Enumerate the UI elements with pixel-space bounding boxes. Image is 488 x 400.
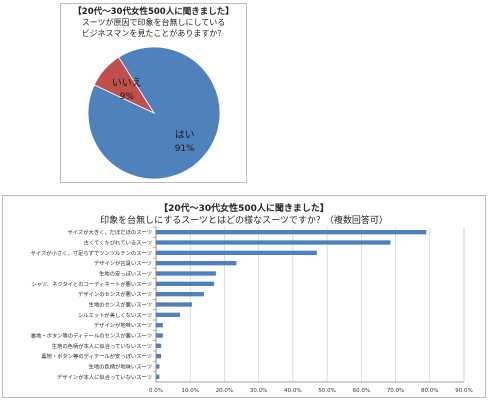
bar-chart-title: 【20代～30代女性500人に聞きました】 [159, 204, 329, 214]
bar-9 [156, 323, 163, 328]
bar-12 [156, 354, 162, 359]
x-tick-label-7: 70.0% [387, 388, 404, 394]
category-label-2: サイズが小さく、寸足らずでツンツルテンのスーツ [31, 249, 152, 257]
bar-13 [156, 364, 160, 369]
category-label-8: シルエットが美しくないスーツ [78, 311, 152, 319]
x-tick-label-1: 10.0% [181, 388, 198, 394]
category-label-5: シャツ、ネクタイとのコーディネートが悪いスーツ [31, 280, 152, 288]
bar-6 [156, 292, 204, 297]
bar-chart-svg: 0.0% 10.0% 20.0% 30.0% 40.0% 50.0% 60.0% 70.0% 8… [31, 226, 473, 394]
pie-chart-title: 【20代～30代女性500人に聞きました】 [73, 7, 234, 17]
category-label-13: 生地の色柄が地味いスーツ [89, 363, 152, 371]
x-tick-label-5: 50.0% [318, 388, 335, 394]
category-label-7: 生地のセンスが悪いスーツ [89, 301, 152, 309]
pie-slice-label-1: いいえ [112, 77, 142, 89]
category-label-10: 裏地・ボタン等のディテールのセンスが悪いスーツ [31, 332, 152, 340]
bar-7 [156, 302, 192, 307]
category-label-3: デザインが古臭いスーツ [94, 259, 152, 267]
x-tick-label-2: 20.0% [216, 388, 233, 394]
bar-3 [156, 261, 237, 266]
pie-chart-subtitle-line-1: スーツが原因で印象を台無しにしている [81, 18, 226, 27]
x-tick-label-8: 80.0% [421, 388, 438, 394]
pie-slice-1 [93, 56, 156, 114]
bar-10 [156, 333, 163, 338]
bar-11 [156, 343, 162, 348]
bar-1 [156, 240, 391, 245]
x-tick-label-9: 90.0% [455, 388, 472, 394]
category-label-11: 生地の色柄が本人に似合っていないスーツ [52, 342, 152, 350]
category-label-14: デザインが本人に似合っていないスーツ [57, 373, 152, 381]
bar-4 [156, 271, 216, 276]
category-label-1: 古くてくたびれているスーツ [84, 239, 152, 247]
bar-14 [156, 374, 160, 379]
x-tick-label-4: 40.0% [284, 388, 301, 394]
pie-slice-value-1: 9% [120, 92, 135, 102]
category-label-12: 裏地・ボタン等のディテールが安っぽいスーツ [41, 352, 152, 360]
bar-8 [156, 312, 180, 317]
x-tick-label-0: 0.0% [149, 388, 163, 394]
bar-5 [156, 281, 215, 286]
x-tick-label-3: 30.0% [250, 388, 267, 394]
x-tick-label-6: 60.0% [353, 388, 370, 394]
category-label-0: サイズが大きく、だぼだぼのスーツ [68, 228, 153, 236]
category-label-6: デザインのセンスが悪いスーツ [78, 290, 152, 298]
pie-chart-panel: 【20代～30代女性500人に聞きました】 スーツが原因で印象を台無しにしている… [60, 3, 247, 183]
bar-chart-panel: 【20代～30代女性500人に聞きました】 印象を台無しにするスーツとはどの様な… [2, 195, 486, 398]
pie-slice-value-0: 91% [175, 144, 195, 154]
bar-chart-subtitle: 印象を台無しにするスーツとはどの様なスーツですか？（複数回答可） [100, 216, 388, 226]
bar-0 [156, 230, 427, 235]
category-label-9: デザインが地味いスーツ [94, 321, 152, 329]
pie-chart-subtitle-line-2: ビジネスマンを見たことがありますか？ [81, 29, 226, 38]
pie-slice-label-0: はい [175, 129, 195, 141]
bar-2 [156, 250, 317, 255]
pie-chart-svg: はい 91% いいえ 9% [87, 46, 221, 180]
category-label-4: 生地の安っぽいスーツ [99, 270, 152, 278]
